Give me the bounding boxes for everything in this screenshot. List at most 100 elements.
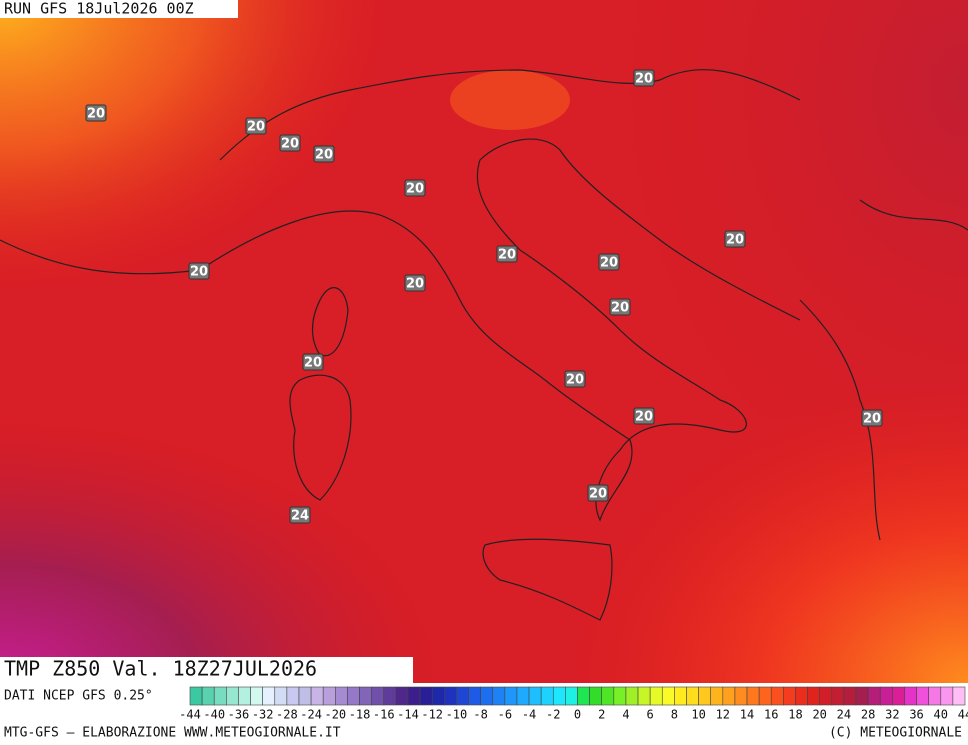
- color-swatch: [867, 686, 881, 706]
- label-value: 20: [190, 265, 208, 280]
- label-box: [289, 506, 311, 524]
- coastline: [199, 138, 801, 522]
- color-swatch: [661, 686, 675, 706]
- data-source: DATI NCEP GFS 0.25°: [4, 689, 153, 704]
- colorbar-tick-label: 18: [788, 708, 802, 722]
- color-swatch: [637, 686, 651, 706]
- color-swatch: [286, 686, 300, 706]
- color-swatch: [710, 686, 724, 706]
- color-swatch: [625, 686, 639, 706]
- color-swatch: [928, 686, 942, 706]
- label-box: [564, 370, 586, 388]
- color-swatch: [831, 686, 845, 706]
- label-box: [85, 104, 107, 122]
- label-box: [724, 230, 746, 248]
- color-swatch: [613, 686, 627, 706]
- label-value: 20: [406, 277, 424, 292]
- colorbar-tick-label: -44: [179, 708, 201, 722]
- color-swatch: [892, 686, 905, 706]
- color-swatch: [528, 686, 542, 706]
- colorbar-tick-label: -20: [324, 708, 346, 722]
- color-swatch: [758, 686, 772, 706]
- run-info: RUN GFS 18Jul2026 00Z: [4, 0, 194, 18]
- colorbar-tick-label: 2: [598, 708, 605, 722]
- color-swatch: [601, 686, 615, 706]
- label-box: [245, 117, 267, 135]
- label-value: 20: [566, 373, 584, 388]
- header-box: [0, 0, 238, 18]
- colorbar-tick-label: -10: [446, 708, 468, 722]
- warm-area: [0, 0, 400, 300]
- colorbar-tick-label: -36: [228, 708, 250, 722]
- color-swatch: [916, 686, 929, 706]
- warm-area: [450, 70, 570, 130]
- label-value: 20: [498, 248, 516, 263]
- hot-area: [0, 420, 440, 683]
- color-swatch: [819, 686, 833, 706]
- colorbar-tick-label: 20: [812, 708, 826, 722]
- color-swatch: [698, 686, 712, 706]
- label-box: [633, 69, 655, 87]
- colorbar-tick-label: 32: [885, 708, 899, 722]
- label-box: [609, 298, 631, 316]
- color-swatch: [189, 686, 203, 706]
- color-swatch: [443, 686, 457, 706]
- colorbar-tick-label: -16: [373, 708, 395, 722]
- warm-area: [560, 380, 968, 683]
- color-swatch: [940, 686, 954, 706]
- color-swatch: [262, 686, 276, 706]
- label-value: 20: [281, 137, 299, 152]
- color-swatch: [480, 686, 494, 706]
- coastline: [289, 374, 352, 501]
- color-swatch: [226, 686, 239, 706]
- color-swatch: [540, 686, 554, 706]
- color-swatch: [722, 686, 736, 706]
- label-value: 20: [247, 120, 265, 135]
- copyright: (C) METEOGIORNALE: [829, 726, 962, 741]
- label-box: [496, 245, 518, 263]
- color-swatch: [201, 686, 215, 706]
- label-value: 20: [589, 487, 607, 502]
- map-labels: 20 20 20 20 20 20 20 20 20 20 20 20 20 20 20 20 20 24: [85, 69, 883, 524]
- label-value: 20: [611, 301, 629, 316]
- color-swatch: [783, 686, 796, 706]
- color-swatch: [213, 686, 227, 706]
- color-swatch: [904, 686, 917, 706]
- color-swatch: [468, 686, 481, 706]
- map: [0, 0, 968, 683]
- coastline: [482, 538, 613, 621]
- label-value: 24: [291, 509, 309, 524]
- color-swatch: [516, 686, 530, 706]
- colorbar-tick-label: 28: [861, 708, 875, 722]
- colorbar-tick-label: -4: [522, 708, 536, 722]
- color-swatch: [250, 686, 263, 706]
- colorbar-tick-label: -14: [397, 708, 419, 722]
- label-box: [302, 353, 324, 371]
- color-swatch: [431, 686, 445, 706]
- color-swatch: [565, 686, 578, 706]
- color-swatch: [649, 686, 663, 706]
- color-swatch: [552, 686, 566, 706]
- label-value: 20: [635, 410, 653, 425]
- color-swatch: [274, 686, 288, 706]
- label-value: 20: [315, 148, 333, 163]
- label-box: [598, 253, 620, 271]
- color-swatch: [322, 686, 336, 706]
- label-value: 20: [600, 256, 618, 271]
- colorbar-tick-label: 8: [671, 708, 678, 722]
- colorbar-tick-label: 6: [647, 708, 654, 722]
- label-box: [633, 407, 655, 425]
- colorbar-tick-label: 44: [958, 708, 968, 722]
- label-box: [404, 274, 426, 292]
- cool-area: [600, 0, 968, 450]
- color-swatch: [734, 686, 748, 706]
- coastline: [311, 287, 349, 357]
- color-swatch: [795, 686, 808, 706]
- label-value: 20: [635, 72, 653, 87]
- color-swatch: [419, 686, 433, 706]
- color-swatch: [952, 686, 966, 706]
- color-swatch: [674, 686, 687, 706]
- colorbar-tick-label: -6: [498, 708, 512, 722]
- color-swatch: [589, 686, 603, 706]
- color-swatch: [383, 686, 397, 706]
